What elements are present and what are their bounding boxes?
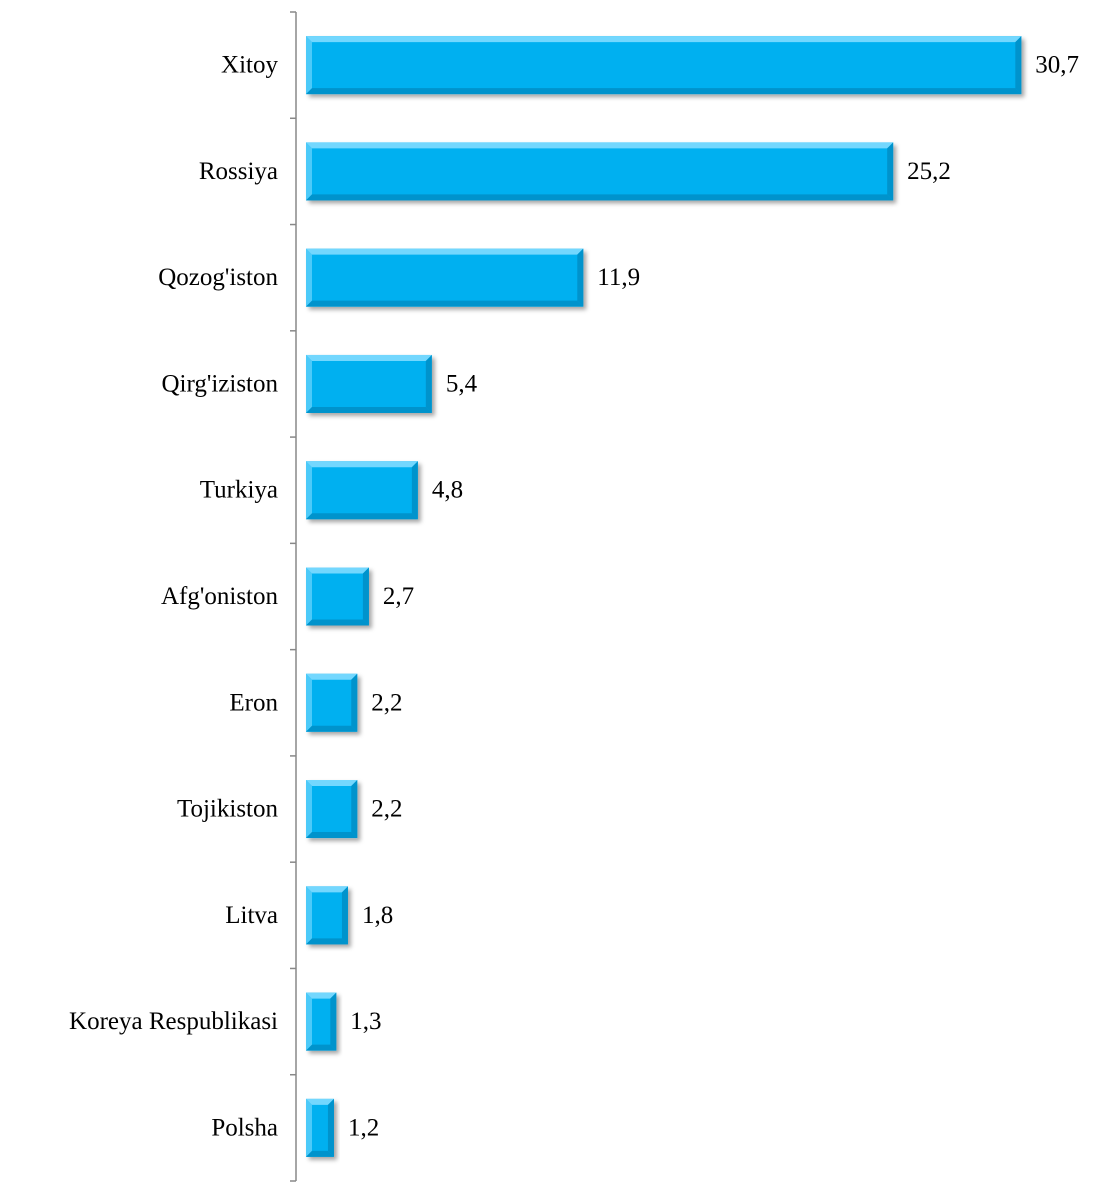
value-label: 11,9	[597, 264, 640, 291]
bar-bevel-left	[306, 673, 312, 732]
value-label: 1,2	[348, 1114, 379, 1141]
bar-bevel-right	[1015, 36, 1022, 95]
category-label: Tojikiston	[177, 796, 279, 823]
bar-bevel-bottom	[306, 194, 894, 201]
value-label: 1,3	[350, 1008, 381, 1035]
bar-bevel-right	[327, 1098, 334, 1157]
value-label: 25,2	[907, 158, 951, 185]
bar	[306, 780, 358, 839]
bar-bevel-top	[306, 992, 337, 999]
bar	[306, 673, 358, 732]
category-label: Xitoy	[221, 52, 278, 79]
bar-bevel-bottom	[306, 300, 584, 307]
bar-bevel-bottom	[306, 1150, 334, 1157]
bar	[306, 461, 418, 520]
bar-bevel-right	[351, 780, 358, 839]
bar-bevel-left	[306, 1098, 312, 1157]
bar-bevel-left	[306, 992, 312, 1051]
bar-bevel-right	[577, 248, 584, 307]
bar-bevel-left	[306, 780, 312, 839]
bar	[306, 36, 1022, 95]
bar-bevel-right	[351, 673, 358, 732]
bar-bevel-top	[306, 354, 432, 361]
bar-bevel-right	[362, 567, 369, 626]
category-label: Rossiya	[199, 158, 278, 185]
bar-bevel-top	[306, 461, 418, 468]
bar-bevel-bottom	[306, 938, 348, 945]
bar-bevel-top	[306, 1098, 334, 1105]
bar-bevel-bottom	[306, 513, 418, 520]
bar-bevel-bottom	[306, 1044, 337, 1051]
bar-group	[306, 992, 337, 1051]
bar-bevel-bottom	[306, 88, 1022, 95]
bar-bevel-top	[306, 780, 358, 787]
bar-bevel-right	[330, 992, 337, 1051]
bar-bevel-left	[306, 567, 312, 626]
bar-bevel-left	[306, 36, 312, 95]
bar-group	[306, 354, 432, 413]
category-label: Koreya Respublikasi	[69, 1008, 278, 1035]
bar-group	[306, 36, 1022, 95]
value-label: 2,2	[371, 689, 402, 716]
category-label: Qozog'iston	[158, 264, 278, 291]
bar-bevel-top	[306, 886, 348, 893]
value-label: 4,8	[432, 477, 463, 504]
value-label: 2,7	[383, 583, 414, 610]
bar	[306, 567, 369, 626]
bar-group	[306, 1098, 334, 1157]
bar-bevel-right	[887, 142, 894, 201]
bar-bevel-bottom	[306, 406, 432, 413]
bar-bevel-left	[306, 142, 312, 201]
bar-bevel-right	[411, 461, 418, 520]
bar-bevel-top	[306, 673, 358, 680]
bar-group	[306, 142, 894, 201]
bar-bevel-top	[306, 248, 584, 255]
bar-group	[306, 567, 369, 626]
bar-group	[306, 886, 348, 945]
bar-bevel-top	[306, 36, 1022, 43]
bar-group	[306, 248, 584, 307]
bar-bevel-left	[306, 461, 312, 520]
category-label: Eron	[229, 689, 278, 716]
value-label: 1,8	[362, 902, 393, 929]
bar-bevel-left	[306, 886, 312, 945]
bar	[306, 354, 432, 413]
bar-group	[306, 461, 418, 520]
category-label: Afg'oniston	[161, 583, 279, 610]
bar-bevel-bottom	[306, 725, 358, 732]
bar	[306, 142, 894, 201]
category-label: Turkiya	[200, 477, 278, 504]
bar	[306, 886, 348, 945]
bar-bevel-top	[306, 567, 369, 574]
bar	[306, 248, 584, 307]
bar-bevel-bottom	[306, 832, 358, 839]
bar-bevel-right	[341, 886, 348, 945]
value-label: 30,7	[1035, 52, 1079, 79]
bar-group	[306, 673, 358, 732]
category-label: Qirg'iziston	[161, 370, 278, 397]
bar-group	[306, 780, 358, 839]
value-label: 2,2	[371, 796, 402, 823]
bar-bevel-left	[306, 248, 312, 307]
bar-bevel-bottom	[306, 619, 369, 626]
value-label: 5,4	[446, 370, 478, 397]
bar-bevel-right	[425, 354, 432, 413]
category-label: Polsha	[211, 1114, 278, 1141]
bar-bevel-left	[306, 354, 312, 413]
category-label: Litva	[225, 902, 278, 929]
bar-bevel-top	[306, 142, 894, 149]
